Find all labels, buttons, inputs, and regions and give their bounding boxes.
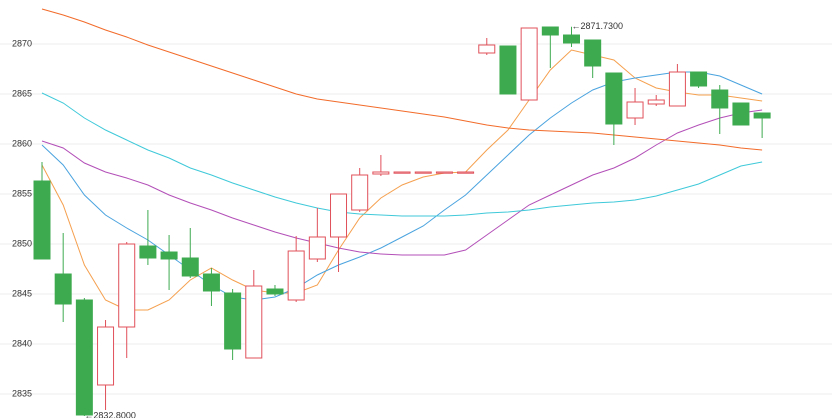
candle-body: [520, 27, 538, 101]
candle-body: [626, 101, 644, 119]
candle-body: [139, 245, 157, 259]
y-tick-label: 2865: [12, 88, 32, 98]
candle-body: [732, 102, 750, 126]
candle-body: [414, 171, 432, 174]
candle-body: [287, 250, 305, 301]
moving-average-line: [41, 8, 763, 151]
candle-body: [266, 288, 284, 295]
candle-body: [224, 292, 242, 350]
candle-body: [690, 71, 708, 87]
candle-body: [647, 99, 665, 105]
annotation: ←2871.7300: [572, 21, 624, 31]
candle-body: [563, 34, 580, 44]
candle-body: [351, 174, 369, 211]
y-tick-label: 2870: [12, 38, 32, 48]
candle-body: [54, 273, 72, 305]
candle-body: [202, 273, 220, 292]
y-tick-label: 2850: [12, 238, 32, 248]
moving-average-line: [41, 109, 763, 256]
labels: 2835 2840 2845 2850 2855 2860 2865 2870 ←2871.73…: [12, 21, 623, 418]
grid: [0, 43, 832, 395]
candle-body: [584, 39, 602, 67]
candle-body: [118, 243, 136, 328]
moving-average-line: [41, 49, 763, 311]
candle-body: [435, 171, 453, 174]
moving-average-line: [41, 71, 763, 301]
candle-body: [478, 44, 496, 54]
annotation: ←2832.8000: [84, 410, 136, 418]
candle-body: [393, 171, 411, 174]
candle-body: [75, 299, 93, 416]
candle-body: [160, 251, 178, 260]
candle-body: [605, 72, 623, 125]
candle-body: [499, 45, 517, 95]
y-tick-label: 2855: [12, 188, 32, 198]
candle-body: [308, 236, 326, 260]
candle-body: [33, 180, 51, 260]
candle-body: [372, 171, 390, 175]
candles: [33, 26, 771, 416]
y-tick-label: 2835: [12, 388, 32, 398]
y-tick-label: 2860: [12, 138, 32, 148]
moving-average-line: [41, 92, 763, 217]
y-tick-label: 2845: [12, 288, 32, 298]
candle-body: [668, 71, 686, 107]
candle-body: [97, 326, 115, 386]
candle-body: [541, 26, 559, 36]
candle-body: [753, 112, 771, 119]
moving-averages: [41, 8, 763, 311]
candle-body: [181, 257, 199, 277]
candle-body: [457, 171, 475, 174]
candle-body: [330, 193, 348, 238]
y-tick-label: 2840: [12, 338, 32, 348]
candle-body: [711, 89, 729, 109]
candle-body: [245, 285, 263, 359]
